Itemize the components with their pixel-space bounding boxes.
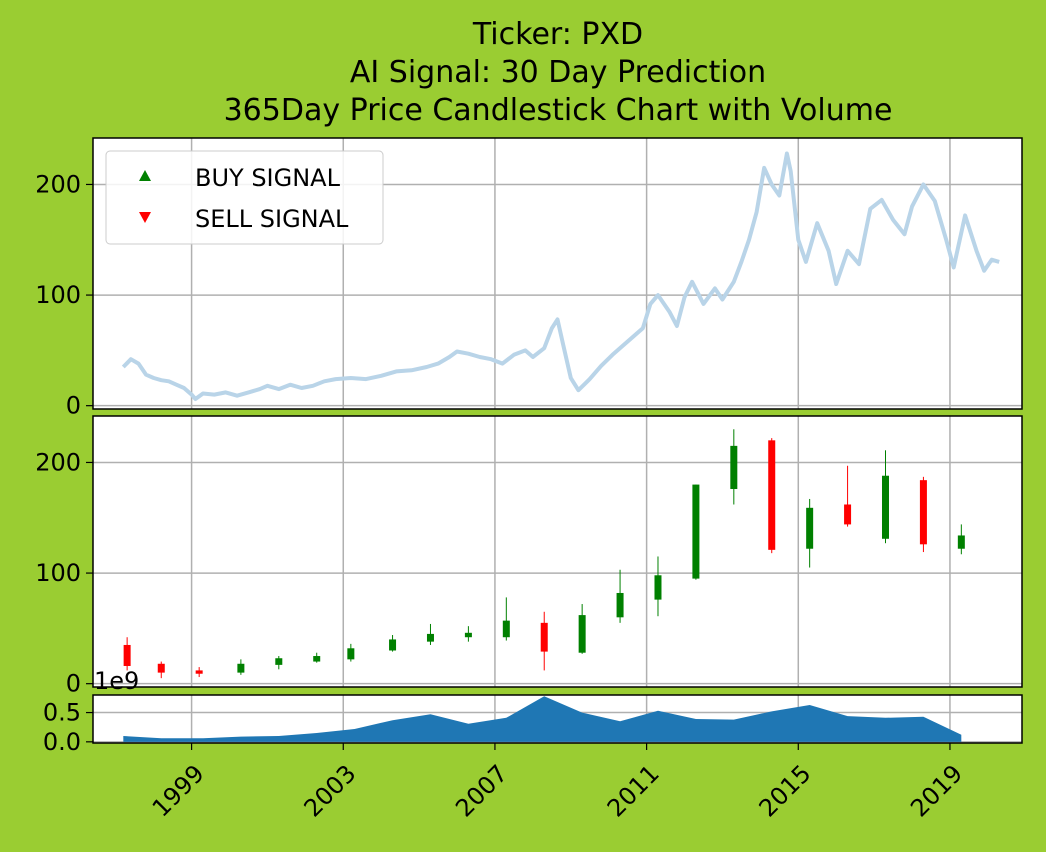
candle-body bbox=[578, 615, 586, 653]
candle-body bbox=[426, 633, 434, 642]
candle-body bbox=[123, 644, 131, 666]
title-line-1: Ticker: PXD bbox=[472, 17, 643, 52]
x-tick-label: 2003 bbox=[299, 759, 362, 822]
x-tick-label: 2019 bbox=[905, 759, 968, 822]
legend: BUY SIGNAL SELL SIGNAL bbox=[105, 150, 384, 245]
candle-body bbox=[347, 648, 355, 660]
y-tick-label: 200 bbox=[35, 448, 81, 476]
y-tick-label: 100 bbox=[35, 281, 81, 309]
legend-buy-marker bbox=[139, 170, 151, 181]
volume-y-ticks: 0.00.5 bbox=[43, 699, 93, 756]
y-tick-label: 0.0 bbox=[43, 728, 81, 756]
candle-body bbox=[195, 670, 203, 674]
price-line bbox=[121, 151, 1000, 401]
legend-sell-marker bbox=[139, 212, 151, 223]
candle-body bbox=[237, 663, 245, 673]
candle-body bbox=[919, 480, 927, 545]
candle-body bbox=[616, 592, 624, 618]
candle-body bbox=[806, 507, 814, 549]
y-tick-label: 0 bbox=[66, 670, 81, 698]
price-panel-frame bbox=[92, 137, 1023, 410]
legend-buy-label: BUY SIGNAL bbox=[195, 164, 341, 192]
candle-panel: 0 100 200 bbox=[35, 415, 1023, 698]
candle-body bbox=[157, 663, 165, 673]
x-tick-label: 2007 bbox=[450, 759, 513, 822]
candle-body bbox=[768, 440, 776, 550]
price-panel: 0 100 200 BUY SIGNAL SELL SIGNAL bbox=[35, 137, 1023, 420]
candle-body bbox=[957, 535, 965, 549]
candle-body bbox=[654, 575, 662, 600]
candle-body bbox=[692, 484, 700, 579]
candles bbox=[123, 429, 965, 679]
y-tick-label: 0 bbox=[66, 392, 81, 420]
candle-body bbox=[464, 632, 472, 638]
candle-body bbox=[540, 622, 548, 652]
y-tick-label: 100 bbox=[35, 559, 81, 587]
price-y-ticks: 0 100 200 bbox=[35, 170, 93, 420]
chart-title: Ticker: PXD AI Signal: 30 Day Prediction… bbox=[224, 17, 893, 128]
legend-sell-label: SELL SIGNAL bbox=[195, 205, 349, 233]
candle-body bbox=[313, 656, 321, 662]
candle-body bbox=[502, 620, 510, 638]
title-line-2: AI Signal: 30 Day Prediction bbox=[350, 55, 766, 90]
candle-body bbox=[389, 639, 397, 651]
candle-panel-background bbox=[93, 416, 1022, 687]
candle-body bbox=[730, 445, 738, 490]
x-tick-label: 1999 bbox=[147, 759, 210, 822]
y-tick-label: 200 bbox=[35, 170, 81, 198]
candle-body bbox=[275, 658, 283, 665]
volume-area bbox=[123, 696, 962, 742]
volume-scale-label: 1e9 bbox=[94, 667, 139, 695]
candle-y-ticks: 0 100 200 bbox=[35, 448, 93, 698]
volume-panel: 0.00.5 1e9 bbox=[43, 667, 1023, 756]
volume-panel-frame bbox=[92, 694, 1023, 744]
candle-panel-frame bbox=[92, 415, 1023, 688]
legend-box bbox=[105, 150, 384, 245]
x-tick-label: 2015 bbox=[754, 759, 817, 822]
title-line-3: 365Day Price Candlestick Chart with Volu… bbox=[224, 93, 893, 128]
y-tick-label: 0.5 bbox=[43, 699, 81, 727]
candle-body bbox=[881, 475, 889, 539]
x-tick-label: 2011 bbox=[602, 759, 665, 822]
candle-grid bbox=[93, 416, 1022, 687]
x-axis-ticks: 1999 2003 2007 2011 2015 2019 bbox=[147, 743, 968, 822]
candle-body bbox=[844, 504, 852, 525]
